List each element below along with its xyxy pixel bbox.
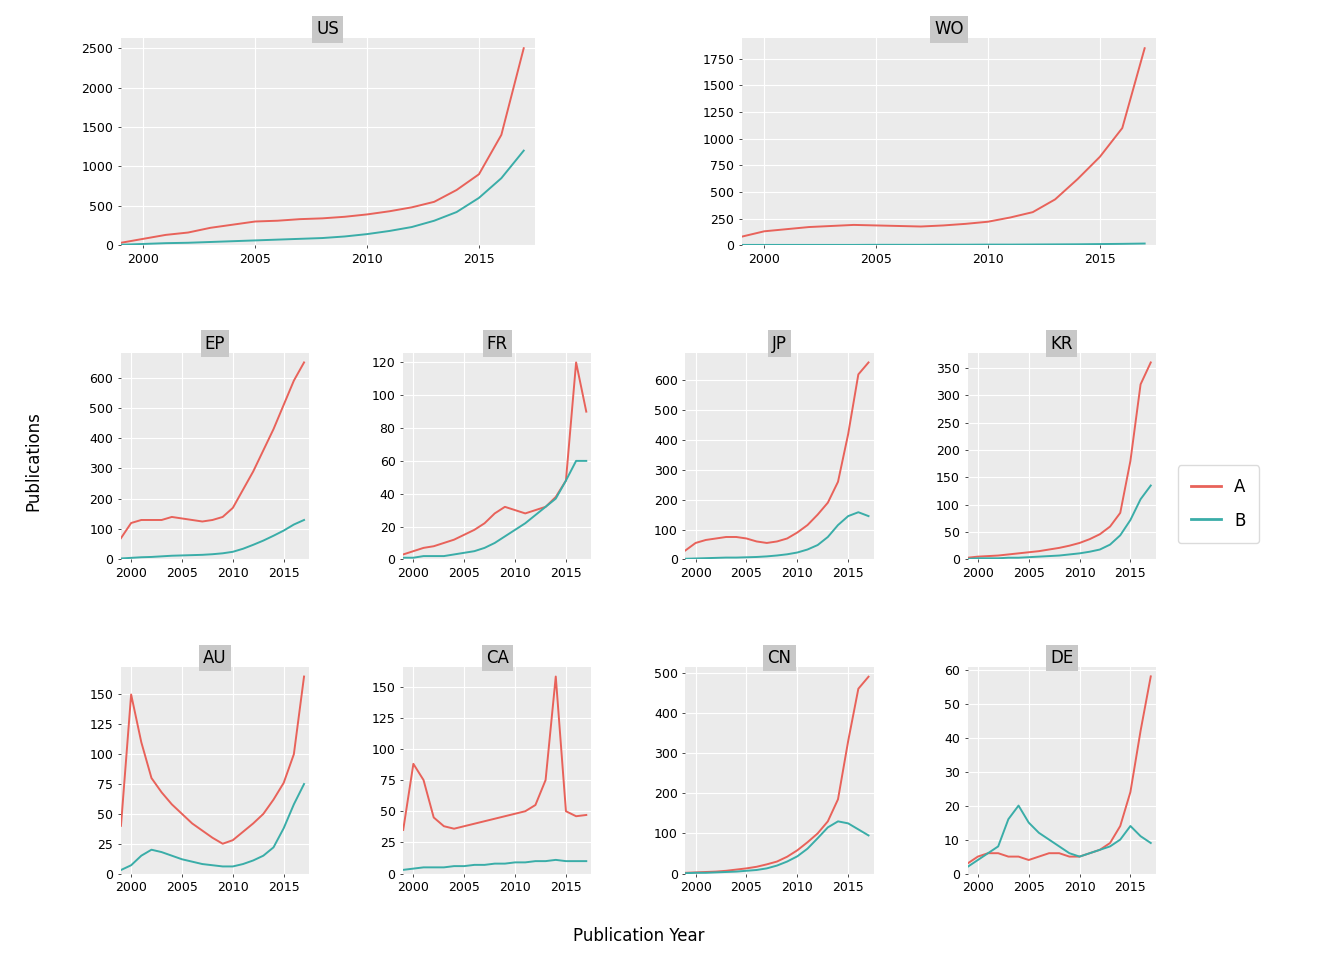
Title: WO: WO <box>934 20 964 38</box>
Legend: A, B: A, B <box>1177 466 1259 542</box>
Title: JP: JP <box>771 335 788 352</box>
Title: US: US <box>317 20 339 38</box>
Title: KR: KR <box>1051 335 1073 352</box>
Title: AU: AU <box>203 649 227 667</box>
Title: DE: DE <box>1050 649 1074 667</box>
Title: CA: CA <box>485 649 509 667</box>
Title: EP: EP <box>204 335 226 352</box>
Title: FR: FR <box>487 335 508 352</box>
Text: Publications: Publications <box>24 411 43 511</box>
Title: CN: CN <box>767 649 792 667</box>
Text: Publication Year: Publication Year <box>573 927 704 945</box>
